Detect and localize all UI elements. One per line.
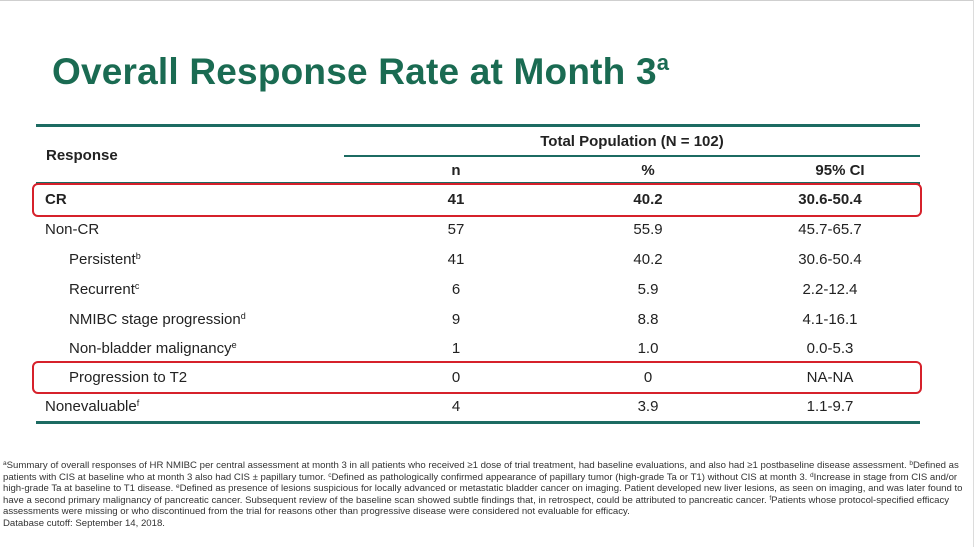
row-n: 0 <box>451 369 461 386</box>
column-header-ci: 95% CI <box>815 162 865 179</box>
database-cutoff: Database cutoff: September 14, 2018. <box>3 517 165 529</box>
row-ci: 45.7-65.7 <box>798 221 862 238</box>
row-label: CR <box>45 191 67 208</box>
row-percent: 3.9 <box>637 398 659 415</box>
footnote-c-mark: c <box>328 471 332 479</box>
row-ci: 30.6-50.4 <box>798 191 862 208</box>
column-header-percent: % <box>641 162 655 179</box>
table-row: Progression to T2 0 0 NA-NA <box>36 363 920 393</box>
footnote-c: Defined as pathologically confirmed appe… <box>331 471 808 483</box>
row-ci: 1.1-9.7 <box>806 398 854 415</box>
cr-highlight-box <box>32 183 922 217</box>
table-row: CR 41 40.2 30.6-50.4 <box>36 185 920 215</box>
row-ci: 30.6-50.4 <box>798 251 862 268</box>
row-percent: 8.8 <box>637 311 659 328</box>
t2-highlight-box <box>32 361 922 394</box>
footnote-b: Defined as patients with CIS at baseline… <box>3 460 959 483</box>
row-percent: 1.0 <box>637 340 659 357</box>
footnote-b-mark: b <box>909 460 913 467</box>
column-header-n: n <box>451 162 461 179</box>
table-row: Persistentb 41 40.2 30.6-50.4 <box>36 245 920 275</box>
row-percent: 40.2 <box>633 191 663 208</box>
row-label: Non-bladder malignancye <box>69 340 237 357</box>
row-n: 41 <box>447 191 465 208</box>
row-percent: 55.9 <box>633 221 663 238</box>
table-row: Nonevaluablef 4 3.9 1.1-9.7 <box>36 392 920 422</box>
row-percent: 40.2 <box>633 251 663 268</box>
table-bottom-rule <box>36 421 920 424</box>
row-n: 4 <box>451 398 461 415</box>
footnote-f-mark: f <box>769 494 772 502</box>
row-ci: 0.0-5.3 <box>806 340 854 357</box>
footnote-d-mark: d <box>810 471 814 479</box>
footnotes: aSummary of overall responses of HR NMIB… <box>3 460 963 530</box>
table-row: Non-bladder malignancye 1 1.0 0.0-5.3 <box>36 334 920 364</box>
slide-title: Overall Response Rate at Month 3a <box>52 50 669 94</box>
row-n: 57 <box>447 221 465 238</box>
table-row: Recurrentc 6 5.9 2.2-12.4 <box>36 275 920 305</box>
footnote-a-mark: a <box>3 460 7 467</box>
row-ci: NA-NA <box>806 369 854 386</box>
row-label: Recurrentc <box>69 281 140 298</box>
response-header: Response <box>46 147 118 164</box>
row-percent: 5.9 <box>637 281 659 298</box>
table-row: Non-CR 57 55.9 45.7-65.7 <box>36 215 920 245</box>
row-label: Nonevaluablef <box>45 398 140 415</box>
footnote-e-mark: e <box>176 483 180 491</box>
table-top-rule <box>36 124 920 127</box>
row-label: Persistentb <box>69 251 141 268</box>
row-n: 6 <box>451 281 461 298</box>
row-n: 1 <box>451 340 461 357</box>
row-n: 9 <box>451 311 461 328</box>
footnote-a: Summary of overall responses of HR NMIBC… <box>6 460 907 471</box>
row-ci: 4.1-16.1 <box>802 311 858 328</box>
footnote-d: Increase in stage from CIS and/or high-g… <box>3 471 958 495</box>
footnote-f: Patients whose protocol-specified effica… <box>3 494 950 518</box>
footnote-e: Defined as presence of lesions suspiciou… <box>3 483 963 506</box>
row-label: Progression to T2 <box>69 369 188 386</box>
slide-title-text: Overall Response Rate at Month 3 <box>52 51 657 92</box>
top-border <box>0 0 974 1</box>
row-label: NMIBC stage progressiond <box>69 311 246 328</box>
table-row: NMIBC stage progressiond 9 8.8 4.1-16.1 <box>36 305 920 335</box>
group-header-rule <box>344 155 920 157</box>
row-ci: 2.2-12.4 <box>802 281 858 298</box>
row-percent: 0 <box>643 369 653 386</box>
row-label: Non-CR <box>45 221 100 238</box>
slide-title-superscript: a <box>656 50 670 75</box>
group-header: Total Population (N = 102) <box>540 133 724 150</box>
row-n: 41 <box>447 251 465 268</box>
